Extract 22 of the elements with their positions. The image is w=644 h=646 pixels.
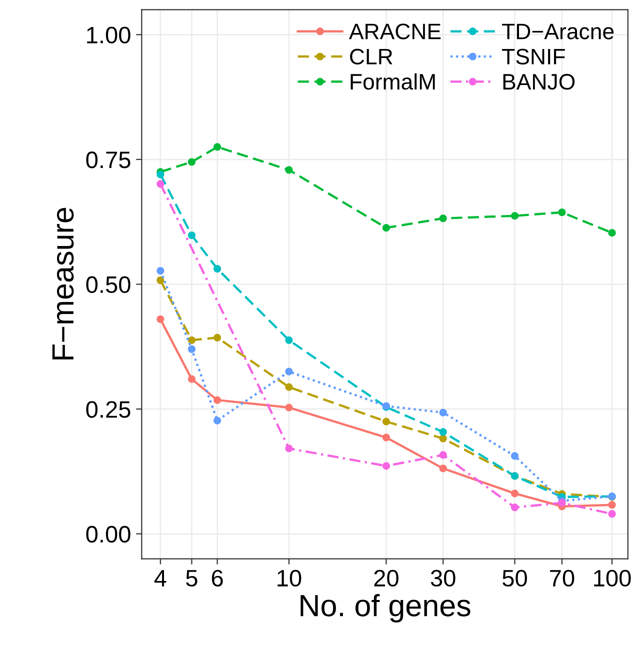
y-tick-label: 0.25: [86, 401, 130, 418]
x-tick-label: 20: [374, 570, 398, 587]
x-axis-title: No. of genes: [300, 594, 470, 622]
x-tick-label: 5: [186, 570, 198, 587]
x-tick-label: 10: [278, 570, 302, 587]
legend-label: TSNIF: [502, 48, 565, 65]
y-tick-label: 0.00: [86, 526, 130, 543]
legend-label: BANJO: [503, 74, 575, 90]
y-axis-title: F−measure: [52, 208, 74, 360]
y-tick-label: 0.75: [86, 152, 130, 168]
y-tick-label: 1.00: [87, 26, 130, 44]
x-tick-label: 30: [430, 570, 456, 587]
y-tick-label: 0.50: [86, 276, 130, 294]
x-tick-label: 70: [550, 570, 574, 587]
x-tick-label: 100: [594, 570, 631, 587]
legend-label: TD−Aracne: [502, 24, 614, 40]
legend-label: ARACNE: [348, 24, 441, 40]
legend-label: CLR: [350, 48, 392, 65]
x-tick-label: 6: [212, 570, 223, 587]
x-tick-label: 4: [154, 570, 166, 586]
x-tick-label: 50: [502, 570, 527, 587]
legend-label: FormalM: [350, 73, 435, 90]
